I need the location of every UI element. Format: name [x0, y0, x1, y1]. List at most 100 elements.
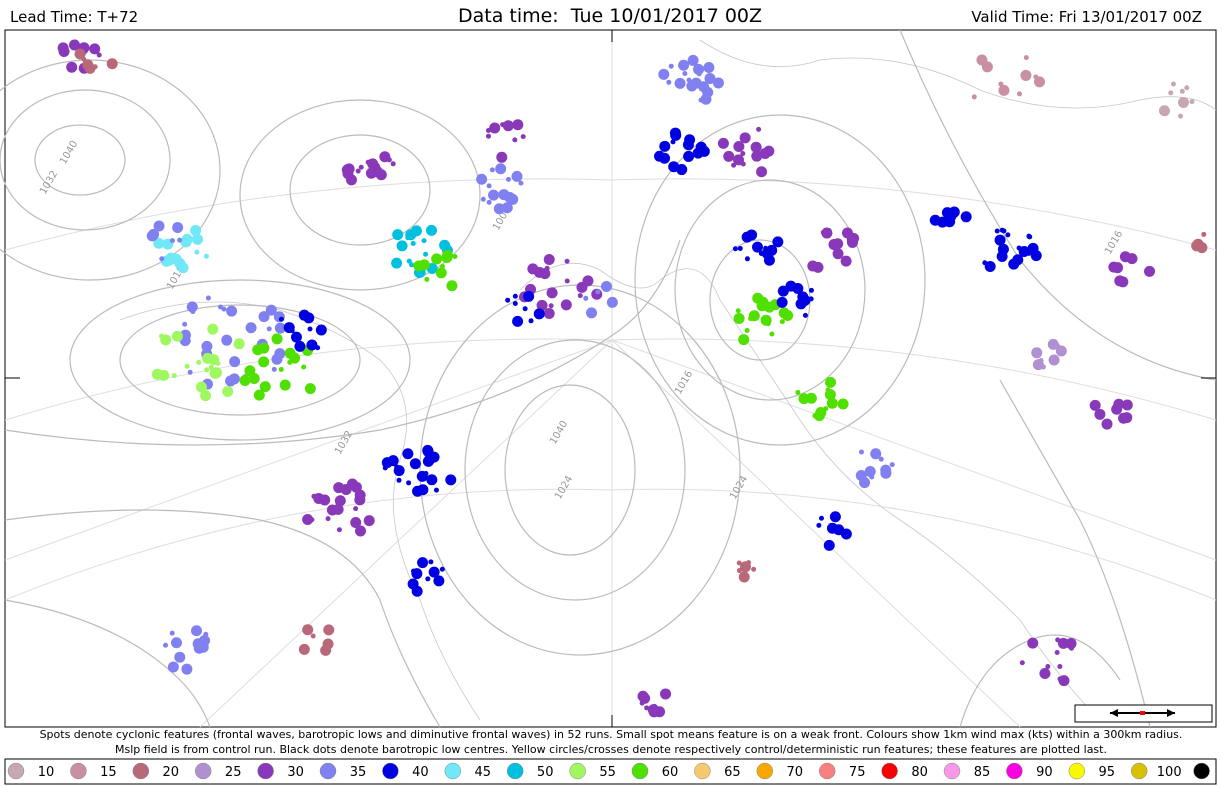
- spot: [485, 133, 491, 139]
- spot: [306, 339, 318, 351]
- spot: [690, 77, 702, 89]
- spot: [776, 296, 788, 308]
- spot: [533, 308, 545, 320]
- spot: [191, 625, 203, 637]
- spot: [818, 515, 824, 521]
- spot: [668, 63, 674, 69]
- spot: [384, 153, 390, 159]
- spot: [410, 240, 416, 246]
- spot: [163, 642, 169, 648]
- spot: [1057, 664, 1063, 670]
- caption-line: Spots denote cyclonic features (frontal …: [40, 728, 1183, 741]
- spot: [229, 356, 241, 368]
- legend-swatch: [756, 762, 774, 780]
- legend-label: 80: [911, 765, 928, 780]
- spot: [1184, 85, 1190, 91]
- spot: [406, 449, 412, 455]
- spot: [271, 333, 283, 345]
- spot: [233, 338, 245, 350]
- spot: [334, 495, 346, 507]
- spot: [763, 301, 775, 313]
- spot: [606, 296, 618, 308]
- spot: [769, 331, 775, 337]
- spot: [1027, 234, 1033, 240]
- spot: [700, 93, 712, 105]
- spot: [433, 575, 445, 587]
- spot: [501, 202, 513, 214]
- spot: [548, 303, 554, 309]
- spot: [666, 79, 672, 85]
- spot: [858, 449, 864, 455]
- spot: [880, 464, 892, 476]
- spot: [167, 661, 179, 673]
- spot: [502, 120, 514, 132]
- spot: [1058, 675, 1070, 687]
- spot: [371, 166, 383, 178]
- spot: [239, 374, 251, 386]
- spot: [431, 253, 443, 265]
- spot: [523, 290, 535, 302]
- spot: [543, 253, 555, 265]
- spot: [739, 561, 751, 573]
- spot: [169, 238, 175, 244]
- spot: [258, 311, 270, 323]
- spot: [82, 59, 94, 71]
- spot: [744, 256, 750, 262]
- legend: 10 15 20 25 30 35 40 45 50 55 60 65 70 75 80 85 90 95 100: [7, 762, 1210, 780]
- spot: [505, 176, 511, 182]
- caption-line: Mslp field is from control run. Black do…: [115, 743, 1107, 756]
- legend-swatch: [7, 762, 25, 780]
- spot: [421, 238, 427, 244]
- spot: [66, 61, 78, 73]
- spot: [423, 251, 429, 257]
- legend-label: 90: [1036, 765, 1053, 780]
- spot: [1117, 276, 1129, 288]
- spot: [520, 134, 526, 140]
- spot: [407, 578, 419, 590]
- spot: [546, 287, 558, 299]
- spot: [302, 624, 314, 636]
- legend-swatch: [881, 762, 898, 780]
- spot: [785, 280, 797, 292]
- spot: [595, 289, 601, 295]
- spot: [723, 150, 735, 162]
- spot: [795, 389, 801, 395]
- spot: [543, 308, 555, 320]
- spot: [245, 322, 257, 334]
- spot: [660, 688, 672, 700]
- spot: [201, 340, 213, 352]
- spot: [89, 43, 101, 55]
- spot: [358, 164, 364, 170]
- spot: [405, 229, 417, 241]
- spot: [410, 568, 416, 574]
- spot: [406, 258, 412, 264]
- spot: [826, 522, 838, 534]
- spot: [355, 525, 367, 537]
- spot: [682, 139, 694, 151]
- spot: [870, 448, 882, 460]
- spot: [254, 375, 260, 381]
- spot: [837, 398, 849, 410]
- spot: [298, 309, 310, 321]
- spot: [808, 287, 814, 293]
- spot: [413, 260, 425, 272]
- spot: [712, 77, 724, 89]
- legend-label: 85: [974, 765, 991, 780]
- spot: [315, 324, 327, 336]
- spot: [758, 250, 764, 256]
- spot: [325, 516, 331, 522]
- spot: [170, 637, 182, 649]
- spot: [74, 48, 86, 60]
- spot: [735, 308, 741, 314]
- spot: [203, 253, 209, 259]
- spot: [1031, 347, 1043, 359]
- legend-swatch: [943, 762, 961, 780]
- spot: [1038, 358, 1044, 364]
- spot: [442, 249, 454, 261]
- spot: [1179, 88, 1185, 94]
- spot: [512, 293, 518, 299]
- spot: [1001, 228, 1007, 234]
- spot: [682, 71, 688, 77]
- lead-time: Lead Time: T+72: [10, 8, 138, 26]
- legend-label: 20: [163, 765, 180, 780]
